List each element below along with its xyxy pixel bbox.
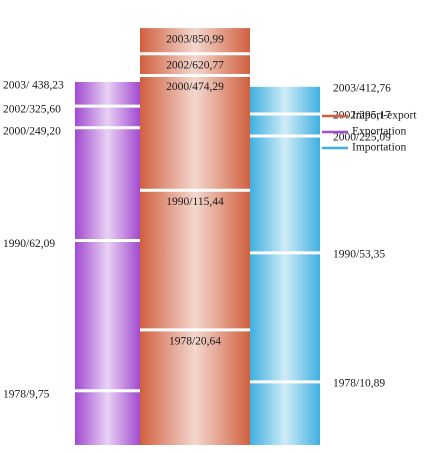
value-label: 2000/474,29 — [166, 81, 224, 93]
value-label: 1978/9,75 — [3, 388, 50, 400]
bar — [140, 28, 250, 445]
legend-label: Import-export — [352, 110, 417, 122]
value-label: 2000/249,20 — [3, 125, 61, 137]
value-label: 2002/295,17 — [333, 110, 391, 122]
legend-label: Importation — [352, 142, 407, 154]
value-label: 2002/325,60 — [3, 104, 61, 116]
value-label: 1990/115,44 — [166, 196, 224, 208]
value-label: 2003/ 438,23 — [3, 80, 64, 92]
value-label: 2003/412,76 — [333, 82, 391, 94]
value-label: 2003/850,99 — [166, 34, 224, 46]
value-label: 1978/10,89 — [333, 377, 385, 389]
value-label: 1990/62,09 — [3, 238, 55, 250]
bar — [250, 86, 320, 446]
legend-label: Exportation — [352, 126, 407, 138]
value-label: 2002/620,77 — [166, 59, 224, 71]
value-label: 1990/53,35 — [333, 249, 385, 261]
bar — [75, 81, 140, 445]
value-label: 1978/20,64 — [169, 336, 221, 348]
value-label: 2000/225,09 — [333, 132, 391, 144]
